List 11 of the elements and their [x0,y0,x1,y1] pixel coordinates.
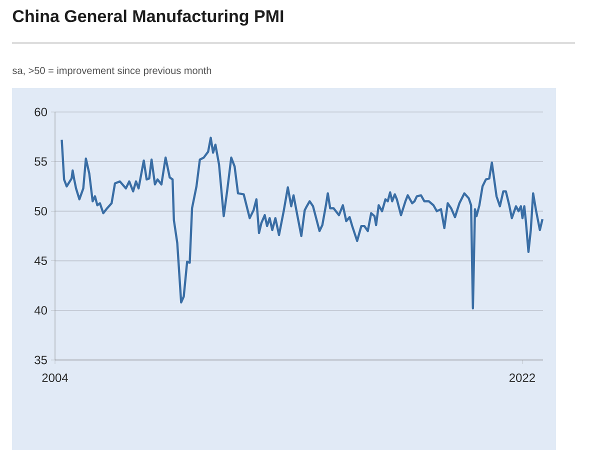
chart-title: China General Manufacturing PMI [12,10,284,26]
y-tick-label: 40 [34,306,48,315]
chart-subtitle: sa, >50 = improvement since previous month [12,66,212,76]
y-tick-label: 55 [34,157,47,166]
y-tick-label: 50 [34,206,48,216]
y-tick-label: 35 [34,356,47,364]
x-tick-label: 2004 [42,374,68,382]
y-tick-label: 60 [34,108,48,116]
x-tick-label: 2022 [509,374,535,382]
y-tick-label: 45 [34,256,47,265]
line-series [60,136,544,310]
